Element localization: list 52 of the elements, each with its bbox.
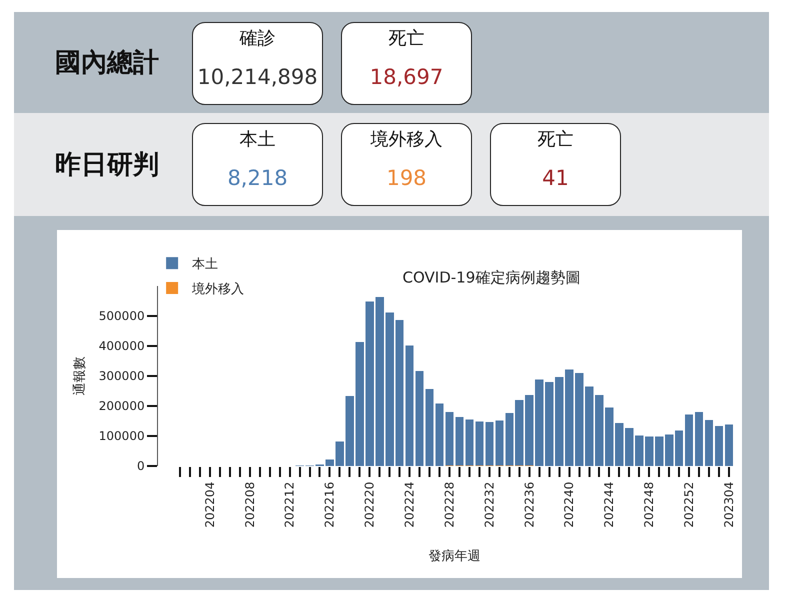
x-tick-label: 202244 [602, 482, 616, 528]
stat-card: 死亡 18,697 [341, 22, 472, 105]
y-tick-label: 200000 [98, 399, 145, 414]
x-tick-label: 202224 [402, 482, 416, 528]
legend-label: 本土 [192, 257, 218, 272]
y-tick-label: 400000 [98, 339, 145, 354]
y-tick-label: 500000 [98, 309, 145, 324]
x-tick-label: 202252 [682, 482, 696, 528]
y-tick-label: 100000 [98, 429, 145, 444]
x-tick-label: 202216 [322, 482, 337, 528]
bar [455, 416, 464, 466]
x-tick-label: 202204 [202, 482, 217, 528]
category-label: 確診 [238, 28, 276, 50]
x-tick-label: 202220 [362, 482, 377, 528]
x-tick-label: 202248 [642, 482, 656, 528]
category-label: 死亡 [388, 28, 426, 50]
bar [465, 420, 474, 466]
category-label: 本土 [238, 129, 276, 151]
bar [684, 414, 694, 466]
bar [445, 412, 454, 466]
bar [425, 388, 434, 466]
y-tick-label: 300000 [98, 369, 145, 384]
x-tick-label: 202304 [722, 482, 736, 528]
bar [475, 421, 484, 466]
category-label: 死亡 [536, 129, 574, 151]
x-tick-label: 202232 [482, 482, 496, 528]
x-tick-label: 202208 [242, 482, 257, 528]
x-axis-title: 發病年週 [428, 549, 480, 564]
text: 昨日研判 [55, 150, 159, 180]
x-tick-label: 202212 [282, 482, 297, 528]
text: 國內總計 [55, 48, 159, 78]
bar [415, 371, 424, 466]
legend-label: 境外移入 [191, 281, 244, 298]
y-tick-label: 0 [136, 459, 145, 474]
bar [704, 420, 714, 466]
bar [714, 426, 724, 466]
bar [694, 412, 704, 466]
chart-title: COVID-19確定病例趨勢圖 [402, 268, 580, 286]
x-tick-label: 202228 [442, 482, 456, 528]
stat-card: 境外移入 198 [341, 123, 472, 206]
bar [485, 422, 494, 466]
bar [724, 424, 734, 466]
stat-card: 本土 8,218 [192, 123, 323, 206]
bar [435, 404, 444, 466]
stat-card: 死亡 41 [490, 123, 621, 206]
x-tick-label: 202236 [522, 482, 536, 528]
stat-card: 確診 10,214,898 [192, 22, 323, 105]
bar [495, 420, 504, 466]
bar [405, 345, 414, 466]
y-axis-title: 通報數 [72, 356, 88, 396]
x-tick-label: 202240 [562, 482, 576, 528]
category-label: 境外移入 [370, 129, 444, 151]
